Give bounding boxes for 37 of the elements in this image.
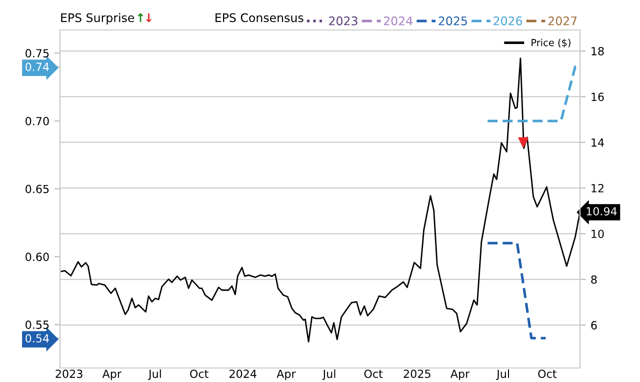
x-tick-label: 2025 bbox=[404, 370, 430, 378]
legend-label: 2027 bbox=[548, 16, 577, 26]
x-tick-label: Jul bbox=[496, 369, 509, 380]
y2-tick-label: 6 bbox=[591, 321, 597, 330]
y-tick-label: 0.60 bbox=[26, 252, 49, 262]
x-tick-label: 2024 bbox=[230, 370, 256, 378]
x-tick-label: Apr bbox=[102, 370, 122, 380]
y2-tick-label: 8 bbox=[591, 275, 597, 284]
x-tick-label: Apr bbox=[276, 370, 296, 380]
x-tick-label: Oct bbox=[190, 370, 208, 378]
text: ↓ bbox=[146, 13, 152, 22]
y2-tick-label: 16 bbox=[592, 92, 604, 102]
y-tick-label: 0.55 bbox=[26, 320, 49, 329]
legend-label: 2023 bbox=[329, 16, 358, 26]
x-tick-label: Oct bbox=[538, 370, 556, 378]
y-tick-label: 0.54 bbox=[26, 334, 49, 343]
legend-title: EPS Consensus bbox=[216, 13, 304, 22]
text: EPS Surprise bbox=[61, 13, 134, 24]
y2-tick-label: 18 bbox=[592, 46, 604, 56]
y-tick-label: 0.65 bbox=[26, 184, 49, 194]
y-tick-label: 0.70 bbox=[26, 116, 49, 126]
x-tick-label: Jul bbox=[322, 369, 336, 380]
y2-tick-label: 12 bbox=[592, 184, 604, 192]
x-tick-label: Apr bbox=[450, 370, 470, 380]
x-tick-label: Jul bbox=[148, 369, 161, 380]
y2-tick-label: 10 bbox=[592, 230, 604, 238]
text: ↑ bbox=[138, 13, 144, 22]
y2-tick-label: 14 bbox=[592, 138, 604, 147]
legend-label: 2024 bbox=[384, 16, 412, 26]
x-tick-label: 2023 bbox=[56, 370, 82, 378]
y-tick-label: 0.75 bbox=[26, 49, 49, 58]
legend-label: 2025 bbox=[438, 16, 467, 26]
data-label: 10.94 bbox=[586, 207, 617, 216]
legend-label: 2026 bbox=[494, 16, 522, 26]
y-tick-label: 0.74 bbox=[26, 62, 49, 72]
x-tick-label: Oct bbox=[364, 370, 383, 378]
legend-label: Price ($) bbox=[532, 38, 570, 48]
